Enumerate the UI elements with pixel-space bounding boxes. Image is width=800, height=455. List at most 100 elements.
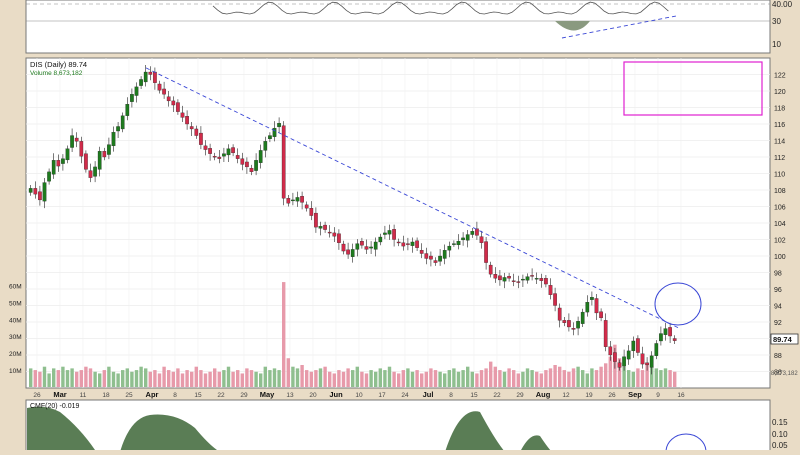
volume-bar [360, 371, 364, 387]
candle-body [74, 137, 79, 142]
date-tick-label: 10 [355, 392, 363, 399]
candle-body [180, 112, 185, 118]
volume-bar [309, 371, 313, 387]
volume-bar [654, 368, 658, 387]
candle-body [475, 228, 479, 236]
candle-body [452, 243, 456, 245]
cmf-fill [520, 435, 552, 452]
highlight-circle [654, 282, 702, 326]
candle-body [649, 355, 654, 368]
candle-body [599, 311, 603, 319]
candle-body [502, 277, 507, 282]
date-tick-label: Mar [53, 390, 66, 399]
candle-body [626, 350, 631, 360]
candle-body [42, 182, 47, 202]
candle-body [199, 132, 203, 145]
candle-body [277, 123, 281, 128]
candle-body [571, 328, 576, 330]
candle-body [134, 86, 139, 96]
volume-bar [93, 371, 97, 387]
volume-bar [148, 371, 152, 387]
candle-body [617, 362, 622, 368]
volume-bar [590, 368, 594, 387]
volume-bar [282, 282, 286, 387]
candle-body [222, 153, 226, 157]
date-tick-label: May [260, 390, 275, 399]
candle-body [580, 311, 585, 324]
price-tick-label: 116 [774, 122, 785, 129]
candle-body [286, 198, 291, 204]
volume-bar [640, 370, 645, 387]
candle-body [557, 307, 562, 321]
volume-bar [397, 373, 401, 387]
volume-bar [539, 373, 543, 387]
volume-bar [33, 370, 37, 387]
volume-tick-label: 60M [9, 283, 22, 290]
volume-bar [171, 371, 175, 387]
volume-bar [562, 370, 566, 387]
candle-body [304, 204, 309, 209]
candle-body [392, 229, 396, 240]
candle-body [226, 148, 231, 156]
volume-bar [581, 370, 585, 387]
candle-body [378, 236, 383, 243]
volume-bar [525, 368, 530, 387]
volume-bar [111, 371, 116, 387]
candle-body [369, 246, 373, 249]
date-tick-label: 8 [173, 392, 177, 399]
price-tick-label: 120 [774, 89, 786, 96]
candle-body [659, 333, 663, 342]
volume-bar [622, 366, 626, 387]
volume-bar [351, 370, 355, 387]
volume-bar [199, 370, 203, 387]
candle-body [429, 255, 433, 260]
volume-bar [98, 373, 102, 387]
candle-body [61, 158, 65, 164]
volume-bar [493, 366, 497, 387]
volume-bar [107, 366, 111, 387]
candle-body [521, 278, 525, 281]
price-tick-label: 112 [774, 155, 785, 162]
date-tick-label: 11 [80, 392, 87, 399]
cmf-fill [27, 406, 95, 452]
candle-body [153, 71, 157, 83]
candle-body [470, 231, 475, 235]
volume-bar [305, 370, 309, 387]
candle-body [350, 249, 355, 257]
candle-body [654, 343, 659, 356]
volume-bar [479, 370, 484, 387]
volume-bar [420, 373, 424, 387]
candle-body [70, 135, 74, 148]
volume-bar [286, 358, 290, 387]
candle-body [530, 275, 534, 277]
candle-body [636, 338, 640, 353]
volume-bar [406, 368, 410, 387]
candle-body [525, 276, 530, 281]
volume-bar [245, 368, 249, 387]
cmf-title: CMF(20) -0.019 [30, 403, 80, 410]
volume-bar [167, 370, 171, 387]
volume-bars [29, 282, 677, 387]
candle-body [346, 249, 350, 255]
candle-body [189, 126, 194, 130]
price-axis: 8688909294969810010210410610811011211411… [774, 73, 786, 377]
volume-bar [636, 368, 640, 387]
date-tick-label: 26 [33, 392, 41, 399]
candle-body [364, 246, 369, 250]
volume-bar [369, 370, 373, 387]
volume-bar [314, 370, 318, 387]
volume-bar [52, 368, 56, 387]
candle-body [613, 352, 617, 362]
candle-body [120, 115, 125, 130]
last-price-box [770, 333, 799, 345]
candle-body [355, 243, 360, 250]
candle-body [539, 278, 544, 281]
candle-body [433, 260, 438, 263]
candle-body [622, 356, 626, 367]
date-tick-label: 16 [677, 392, 685, 399]
volume-bar [401, 370, 405, 387]
candle-body [383, 232, 387, 235]
candle-body [47, 171, 51, 182]
candle-body [318, 226, 323, 229]
rsi-trend-line [561, 15, 677, 39]
